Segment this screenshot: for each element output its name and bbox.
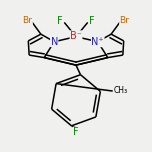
Text: F: F xyxy=(73,127,79,137)
Text: B⁻: B⁻ xyxy=(70,31,82,41)
Text: Br: Br xyxy=(120,16,130,25)
Text: Br: Br xyxy=(22,16,32,25)
Text: F: F xyxy=(89,16,95,26)
Text: CH₃: CH₃ xyxy=(113,86,127,95)
Text: N: N xyxy=(51,37,58,47)
Text: N⁺: N⁺ xyxy=(92,37,104,47)
Text: F: F xyxy=(57,16,63,26)
